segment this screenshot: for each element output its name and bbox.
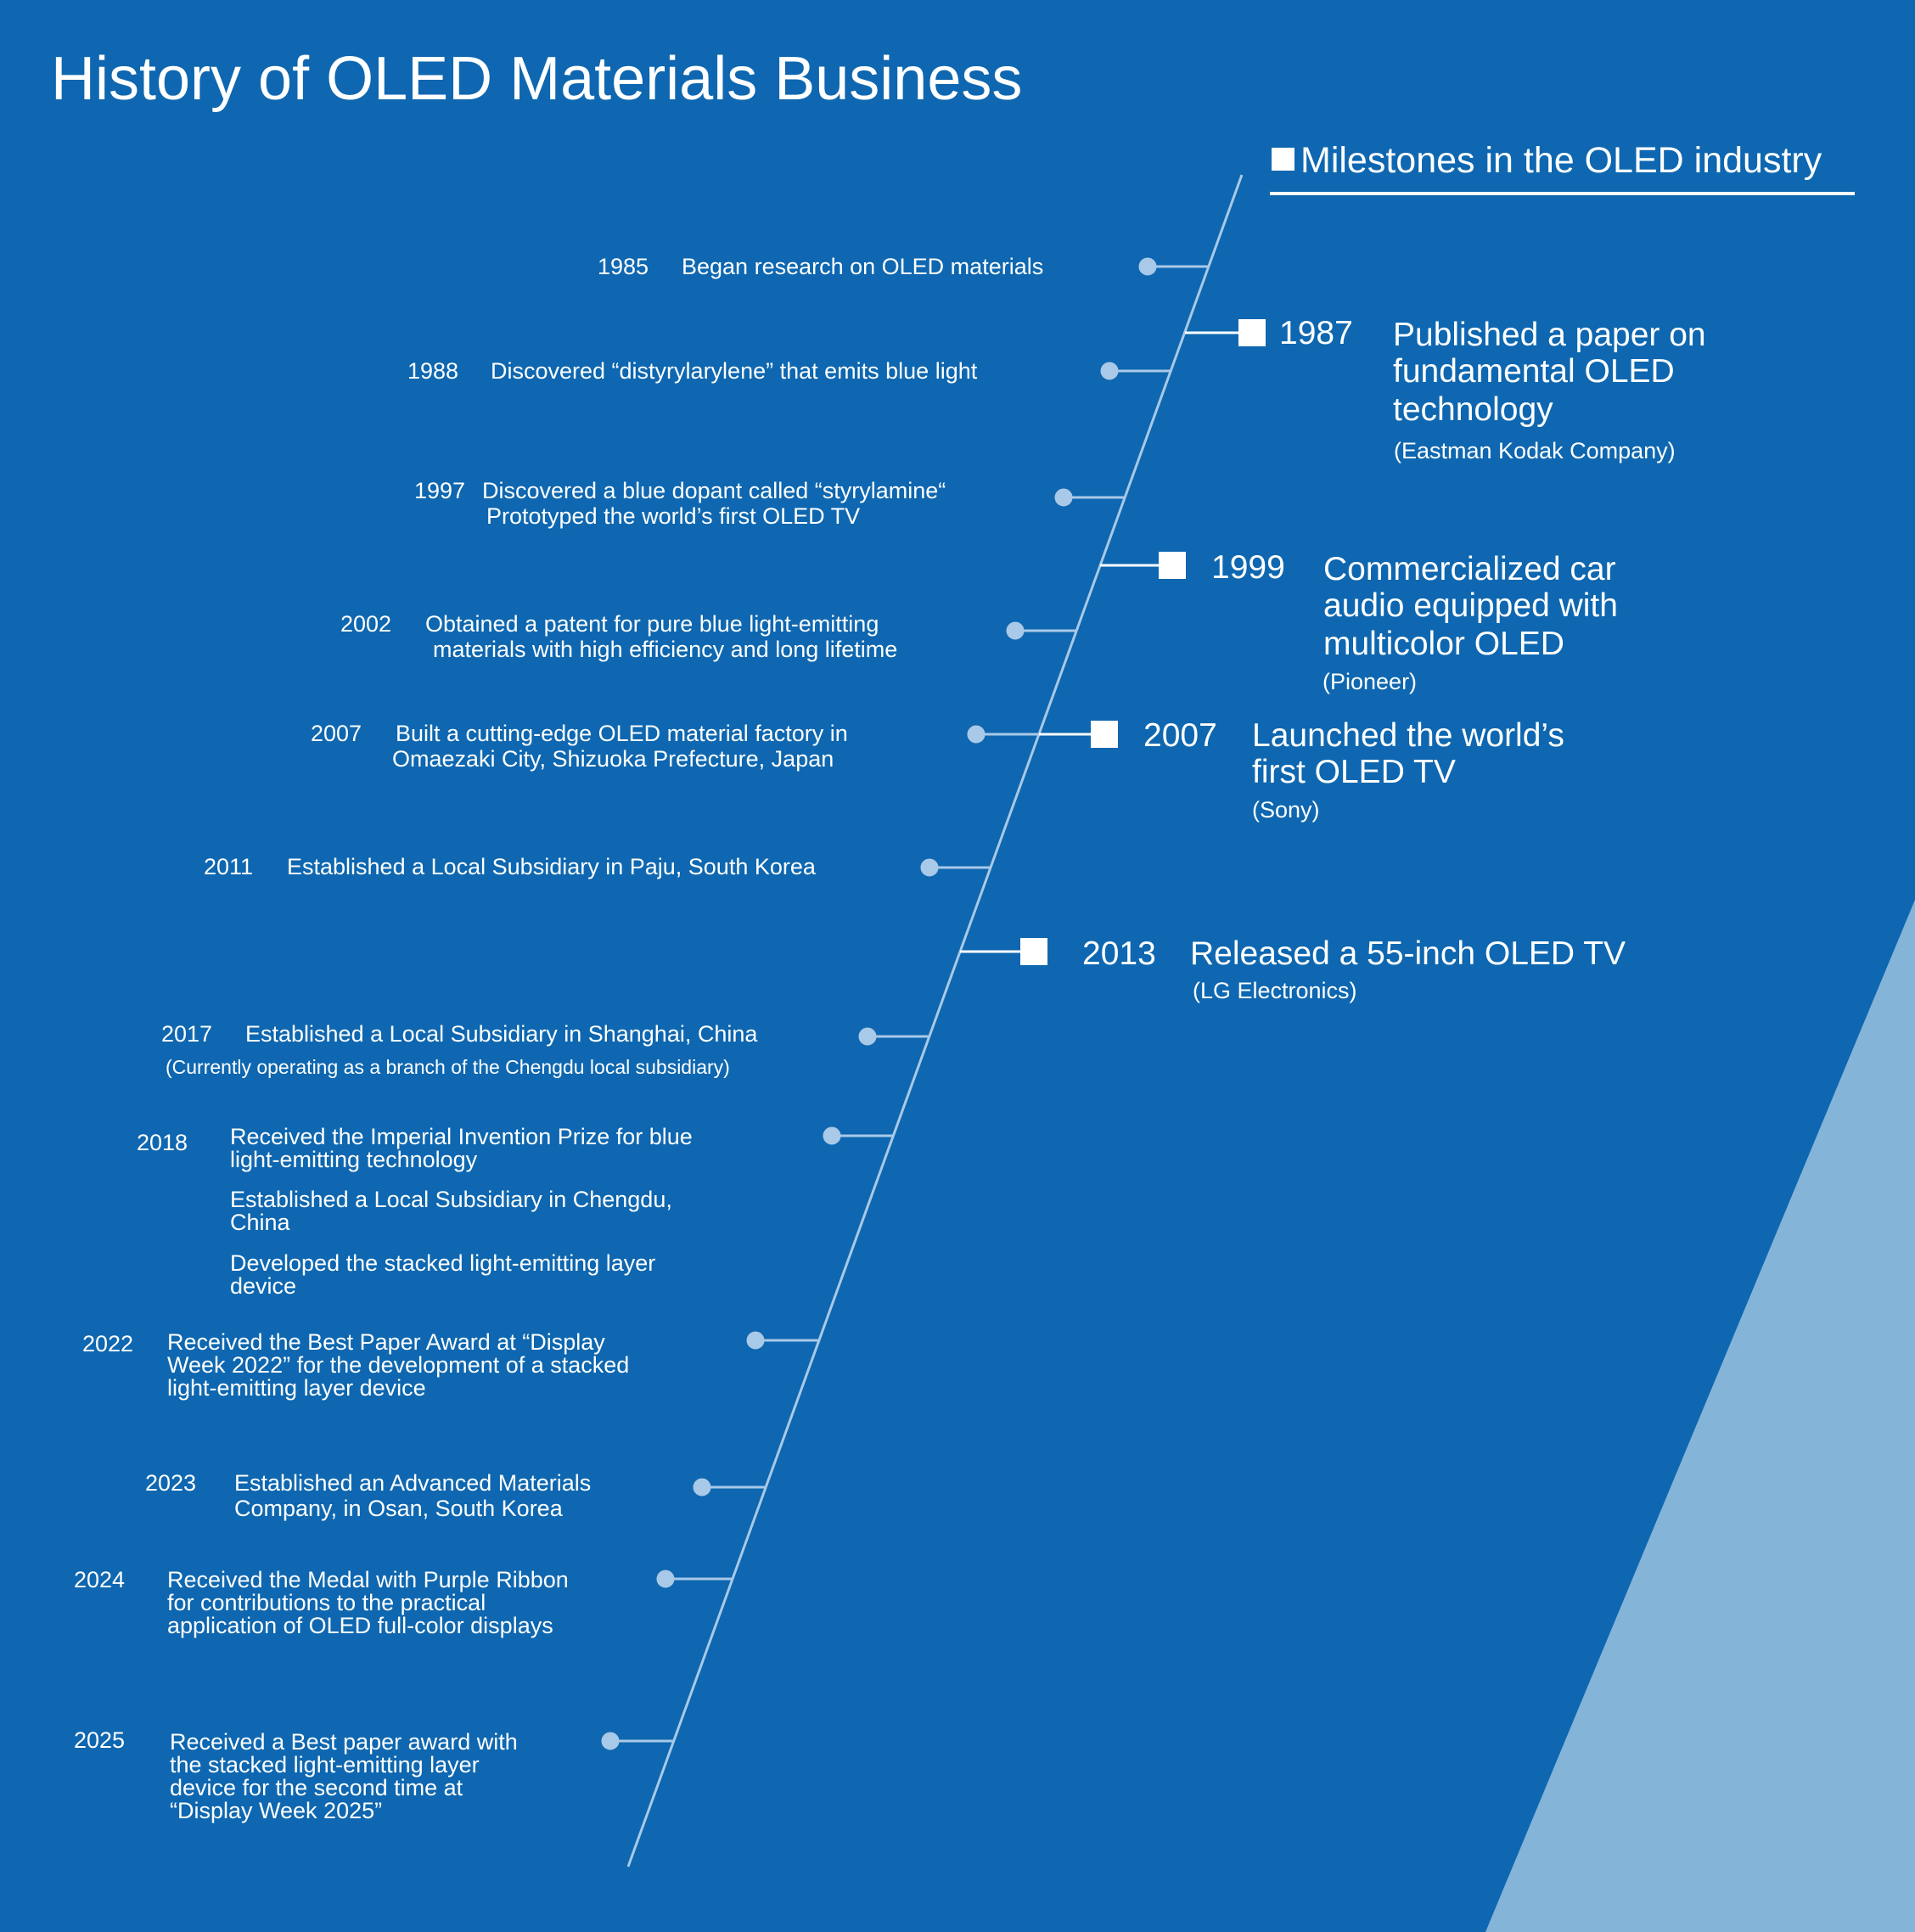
milestone-year: 2013 <box>1082 935 1156 972</box>
dot-2002 <box>1006 621 1025 640</box>
event-text: Discovered “distyrylarylene” that emits … <box>491 358 978 384</box>
event-text: Company, in Osan, South Korea <box>234 1496 563 1521</box>
timeline-axis <box>626 174 1244 1867</box>
milestone-company: (Sony) <box>1252 797 1320 823</box>
event-year: 1997 <box>414 478 466 503</box>
milestone-text: Launched the world’s <box>1252 717 1564 754</box>
dot-2024 <box>656 1570 675 1588</box>
event-text: the stacked light-emitting layer <box>170 1752 480 1778</box>
event-text: for contributions to the practical <box>167 1590 486 1615</box>
industry-header: Milestones in the OLED industry <box>1300 140 1822 181</box>
dot-2017 <box>858 1027 877 1046</box>
header-underline <box>1270 192 1855 195</box>
milestone-company: (Eastman Kodak Company) <box>1394 438 1676 463</box>
event-text: Built a cutting-edge OLED material facto… <box>396 721 848 746</box>
event-text: Received a Best paper award with <box>170 1729 518 1755</box>
event-text: light-emitting layer device <box>167 1375 426 1401</box>
milestone-text: Commercialized car <box>1323 551 1616 587</box>
dot-1988 <box>1100 362 1119 380</box>
event-text: Received the Best Paper Award at “Displa… <box>167 1329 605 1355</box>
dot-1985 <box>1138 257 1157 276</box>
event-year: 2022 <box>82 1331 134 1356</box>
event-year: 2007 <box>311 721 362 746</box>
event-text: Discovered a blue dopant called “styryla… <box>482 478 946 503</box>
event-year: 2024 <box>74 1567 126 1592</box>
event-text: Received the Medal with Purple Ribbon <box>167 1567 569 1592</box>
industry-marker-1987 <box>1238 319 1266 346</box>
milestone-year: 1987 <box>1279 315 1353 351</box>
milestone-year: 2007 <box>1143 717 1217 754</box>
dot-2022 <box>746 1331 765 1350</box>
dot-1997 <box>1054 488 1073 507</box>
milestone-text: technology <box>1393 391 1553 428</box>
event-text: Week 2022” for the development of a stac… <box>167 1352 630 1378</box>
accent-triangle <box>1485 900 1915 1932</box>
milestone-text: multicolor OLED <box>1323 626 1564 662</box>
milestone-company: (Pioneer) <box>1323 669 1418 694</box>
dot-2025 <box>601 1732 620 1750</box>
dot-2007 <box>967 725 986 744</box>
industry-marker-2013 <box>1020 938 1047 965</box>
milestone-text: Published a paper on <box>1393 317 1706 353</box>
event-text: materials with high efficiency and long … <box>433 637 898 662</box>
event-text: device <box>230 1273 297 1299</box>
event-text: Obtained a patent for pure blue light-em… <box>425 611 879 637</box>
industry-marker-1999 <box>1159 552 1186 579</box>
event-year: 1988 <box>407 358 459 384</box>
milestone-company: (LG Electronics) <box>1193 978 1357 1003</box>
page-title: History of OLED Materials Business <box>51 45 1023 113</box>
event-text: light-emitting technology <box>230 1147 478 1172</box>
event-text: Established an Advanced Materials <box>234 1470 592 1496</box>
event-text: China <box>230 1210 290 1235</box>
milestone-year: 1999 <box>1211 549 1285 586</box>
event-text: Established a Local Subsidiary in Paju, … <box>287 854 816 879</box>
event-text: Began research on OLED materials <box>682 254 1044 279</box>
milestone-text: Released a 55-inch OLED TV <box>1190 935 1626 972</box>
event-year: 1985 <box>598 254 649 279</box>
event-text: Developed the stacked light-emitting lay… <box>230 1250 656 1276</box>
event-text: Omaezaki City, Shizuoka Prefecture, Japa… <box>392 746 834 772</box>
industry-marker-2007 <box>1091 721 1118 748</box>
event-year: 2023 <box>145 1470 197 1496</box>
header-square-icon <box>1272 148 1294 171</box>
event-year: 2002 <box>340 611 392 637</box>
dot-2011 <box>920 858 939 877</box>
event-text: Established a Local Subsidiary in Chengd… <box>230 1187 672 1212</box>
event-text: Established a Local Subsidiary in Shangh… <box>245 1021 758 1047</box>
event-year: 2018 <box>137 1130 188 1155</box>
event-text: device for the second time at <box>170 1775 463 1800</box>
event-text: “Display Week 2025” <box>170 1798 383 1823</box>
event-year: 2025 <box>74 1727 126 1753</box>
event-note: (Currently operating as a branch of the … <box>166 1056 730 1078</box>
milestone-text: audio equipped with <box>1323 587 1618 624</box>
event-year: 2017 <box>161 1021 213 1047</box>
event-text: Received the Imperial Invention Prize fo… <box>230 1124 693 1149</box>
dot-2023 <box>693 1478 711 1497</box>
event-text: application of OLED full-color displays <box>167 1613 553 1638</box>
event-year: 2011 <box>204 854 254 879</box>
event-text: Prototyped the world’s first OLED TV <box>486 503 861 529</box>
dot-2018 <box>823 1126 841 1145</box>
milestone-text: first OLED TV <box>1252 754 1456 790</box>
milestone-text: fundamental OLED <box>1393 353 1675 390</box>
